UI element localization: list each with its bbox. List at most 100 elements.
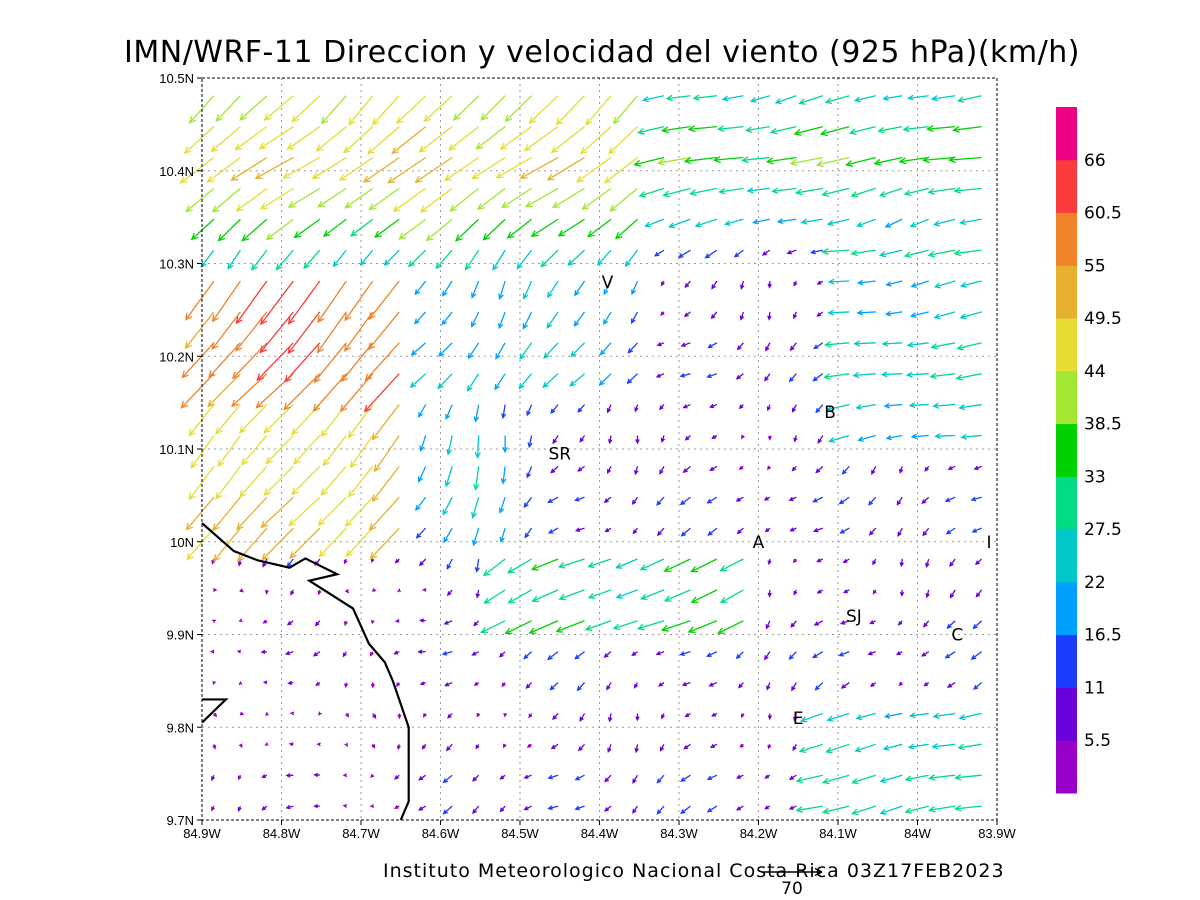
wind-vector: [190, 218, 215, 241]
wind-vector-shaft: [548, 774, 559, 779]
wind-vector-head: [576, 685, 582, 692]
wind-vector: [842, 558, 850, 564]
wind-vector-head: [342, 652, 347, 658]
wind-vector: [739, 280, 745, 290]
wind-vector-shaft: [474, 404, 480, 422]
wind-vector-shaft: [286, 558, 294, 567]
wind-vector: [634, 466, 639, 476]
wind-vector: [442, 496, 453, 516]
wind-vector: [741, 156, 770, 164]
wind-vector-shaft: [212, 496, 241, 531]
wind-vector-head: [555, 117, 564, 126]
wind-vector: [347, 465, 374, 498]
wind-vector-head: [908, 712, 916, 719]
wind-vector-head: [604, 777, 610, 783]
wind-vector-shaft: [734, 249, 744, 258]
wind-vector-head: [288, 519, 296, 527]
wind-vector-head: [318, 549, 327, 558]
wind-vector: [813, 342, 824, 350]
wind-vector-head: [190, 461, 198, 469]
wind-vector-head: [258, 142, 267, 150]
wind-vector: [368, 496, 400, 531]
wind-vector-shaft: [255, 156, 294, 179]
wind-vector-head: [840, 684, 846, 689]
wind-vector-head: [761, 251, 768, 256]
wind-vector: [903, 187, 929, 197]
wind-vector-head: [723, 220, 731, 226]
wind-vector-head: [738, 465, 744, 470]
wind-vector: [211, 311, 241, 351]
wind-vector: [845, 156, 876, 167]
wind-vector: [367, 126, 400, 155]
wind-vector-shaft: [526, 404, 533, 416]
wind-vector-head: [694, 221, 702, 228]
wind-vector-head: [690, 596, 699, 603]
wind-vector-shaft: [415, 156, 453, 183]
wind-vector-shaft: [294, 218, 321, 238]
wind-vector: [706, 373, 718, 379]
wind-vector: [933, 280, 956, 289]
wind-vector-shaft: [531, 558, 559, 571]
wind-vector-head: [851, 808, 859, 816]
wind-vector: [679, 651, 691, 656]
footer-credit: Instituto Meteorologico Nacional Costa R…: [383, 860, 1005, 882]
wind-vector-head: [185, 523, 193, 531]
wind-vector: [407, 249, 427, 268]
wind-vector: [419, 187, 453, 213]
wind-vector-head: [241, 234, 250, 242]
wind-vector-head: [475, 744, 480, 750]
wind-vector-head: [585, 117, 593, 126]
wind-vector-shaft: [883, 95, 903, 100]
wind-vector-head: [679, 651, 685, 656]
wind-vector-head: [656, 778, 662, 784]
wind-vector-head: [635, 716, 640, 722]
wind-vector-head: [213, 554, 221, 562]
wind-vector-shaft: [663, 187, 691, 197]
wind-vector-head: [798, 746, 807, 754]
wind-vector-head: [971, 528, 977, 533]
wind-vector-head: [530, 230, 539, 237]
wind-vector-head: [607, 717, 613, 723]
wind-vector-head: [660, 311, 665, 316]
wind-vector: [910, 280, 929, 288]
wind-vector-shaft: [251, 249, 268, 271]
wind-vector: [364, 342, 400, 382]
wind-vector: [284, 650, 294, 656]
wind-vector-head: [792, 314, 798, 320]
wind-vector-shaft: [505, 95, 533, 122]
wind-vector-head: [765, 157, 774, 165]
wind-vector-head: [316, 345, 324, 354]
wind-vector-shaft: [372, 95, 400, 125]
wind-vector-head: [704, 253, 711, 259]
wind-vector: [909, 311, 929, 318]
wind-vector-shaft: [524, 126, 559, 151]
wind-vector-head: [332, 260, 339, 268]
wind-vector-head: [208, 370, 216, 379]
wind-vector-head: [320, 429, 328, 438]
wind-vector-head: [215, 491, 223, 500]
wind-vector: [260, 649, 267, 655]
wind-vector: [603, 311, 612, 326]
wind-vector-shaft: [691, 558, 718, 573]
wind-vector-shaft: [708, 342, 718, 349]
wind-vector-shaft: [363, 156, 400, 183]
wind-vector-head: [922, 531, 928, 537]
wind-vector-shaft: [662, 125, 691, 132]
colorbar-label: 49.5: [1084, 309, 1122, 329]
wind-vector-head: [464, 263, 472, 271]
wind-vector: [455, 218, 480, 242]
wind-vector-head: [922, 156, 930, 164]
wind-vector-head: [265, 233, 274, 241]
wind-vector: [343, 126, 374, 154]
wind-vector-head: [606, 408, 612, 414]
wind-vector: [604, 805, 612, 812]
wind-vector-shaft: [556, 95, 586, 125]
wind-vector-shaft: [613, 95, 638, 124]
wind-vector-shaft: [880, 774, 903, 783]
wind-vector-head: [419, 445, 425, 452]
wind-vector-shaft: [567, 249, 585, 266]
wind-vector: [877, 125, 903, 134]
wind-vector: [624, 249, 639, 268]
wind-vector-head: [640, 593, 648, 601]
wind-vector-head: [838, 651, 844, 657]
